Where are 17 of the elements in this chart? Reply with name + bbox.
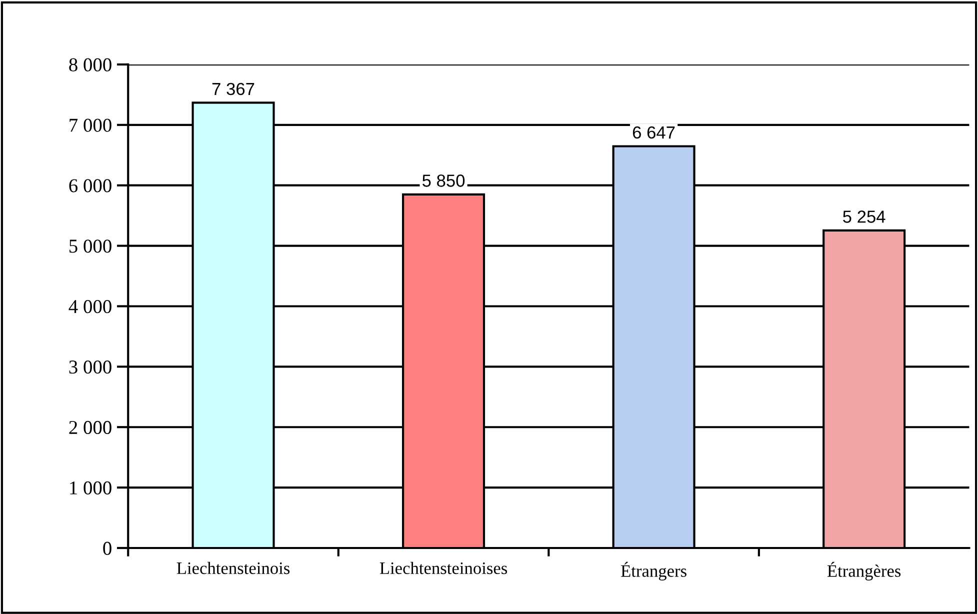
y-tick-label: 0 [103,542,112,555]
x-tick-label: Liechtensteinoises [380,562,508,574]
y-tick-label: 8 000 [69,58,112,72]
y-tick-label: 4 000 [68,300,112,314]
y-tick-label: 2 000 [69,420,112,434]
y-tick-label: 3 000 [69,360,112,374]
y-tick-label: 1 000 [70,481,112,494]
y-tick-label: 5 000 [70,240,112,253]
y-tick-label: 7 000 [70,118,112,132]
data-label: 6 647 [632,126,675,139]
x-tick-label: Liechtensteinois [176,562,290,574]
data-label: 5 254 [843,210,886,223]
y-tick-label: 6 000 [69,179,112,192]
data-label: 7 367 [212,82,254,96]
x-tick-label: Étrangères [827,562,901,580]
data-label: 5 850 [422,174,465,187]
x-tick-label: Étrangers [621,562,686,580]
